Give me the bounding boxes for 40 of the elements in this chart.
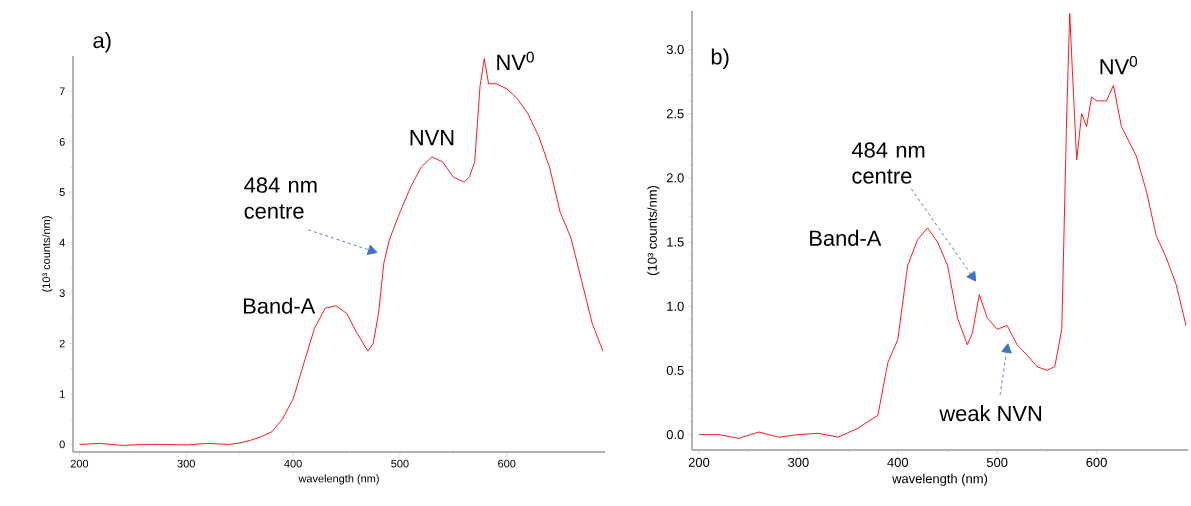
text: b)	[711, 48, 729, 69]
x-tick-label: 600	[1086, 457, 1107, 467]
annotation: NVN	[410, 130, 454, 146]
y-tick-label: 2	[59, 339, 65, 348]
y-tick-label: 7	[59, 87, 65, 96]
x-tick-label: 500	[986, 457, 1008, 467]
x-tick-label: 400	[284, 459, 302, 468]
x-axis-title: wavelength (nm)	[298, 474, 379, 485]
x-tick-label: 300	[788, 457, 809, 467]
line-series	[698, 13, 1187, 439]
x-axis-title: wavelength (nm)	[892, 473, 988, 486]
annotation: NV$^{0}$	[497, 51, 534, 70]
annotation: 484 nm centre	[244, 177, 317, 219]
y-tick-label: 5	[59, 188, 65, 197]
y-tick-label: 1.0	[667, 301, 684, 311]
x-tick-label: 500	[391, 459, 409, 468]
x-tick-label: 400	[887, 457, 909, 467]
x-tick-label: 600	[498, 459, 516, 468]
y-tick-label: 1.5	[667, 237, 684, 247]
y-axis-title: (10³ counts/nm)	[647, 185, 660, 276]
chart-title: a)	[93, 32, 111, 53]
y-tick-label: 6	[59, 137, 65, 146]
y-axis-title: (10³ counts/nm)	[42, 216, 53, 292]
annotation: 484 nm centre	[851, 142, 925, 184]
y-tick-label: 3.0	[666, 44, 684, 55]
y-tick-label: 4	[59, 238, 65, 247]
annotation: NV$^{0}$	[1100, 56, 1138, 75]
y-tick-label: 0.5	[666, 365, 684, 375]
y-tick-label: 3	[59, 289, 65, 297]
y-tick-label: 0	[59, 440, 65, 449]
y-tick-label: 0.0	[666, 429, 684, 440]
annotation: weak NVN	[939, 405, 1042, 422]
y-tick-label: 1	[59, 390, 65, 398]
x-tick-label: 200	[688, 457, 710, 467]
annotation: Band-A	[243, 297, 316, 314]
x-tick-label: 300	[177, 459, 195, 468]
y-tick-label: 2.0	[666, 173, 684, 183]
y-tick-label: 2.5	[666, 109, 684, 119]
x-tick-label: 200	[70, 459, 89, 468]
annotation: Band-A	[810, 229, 882, 246]
